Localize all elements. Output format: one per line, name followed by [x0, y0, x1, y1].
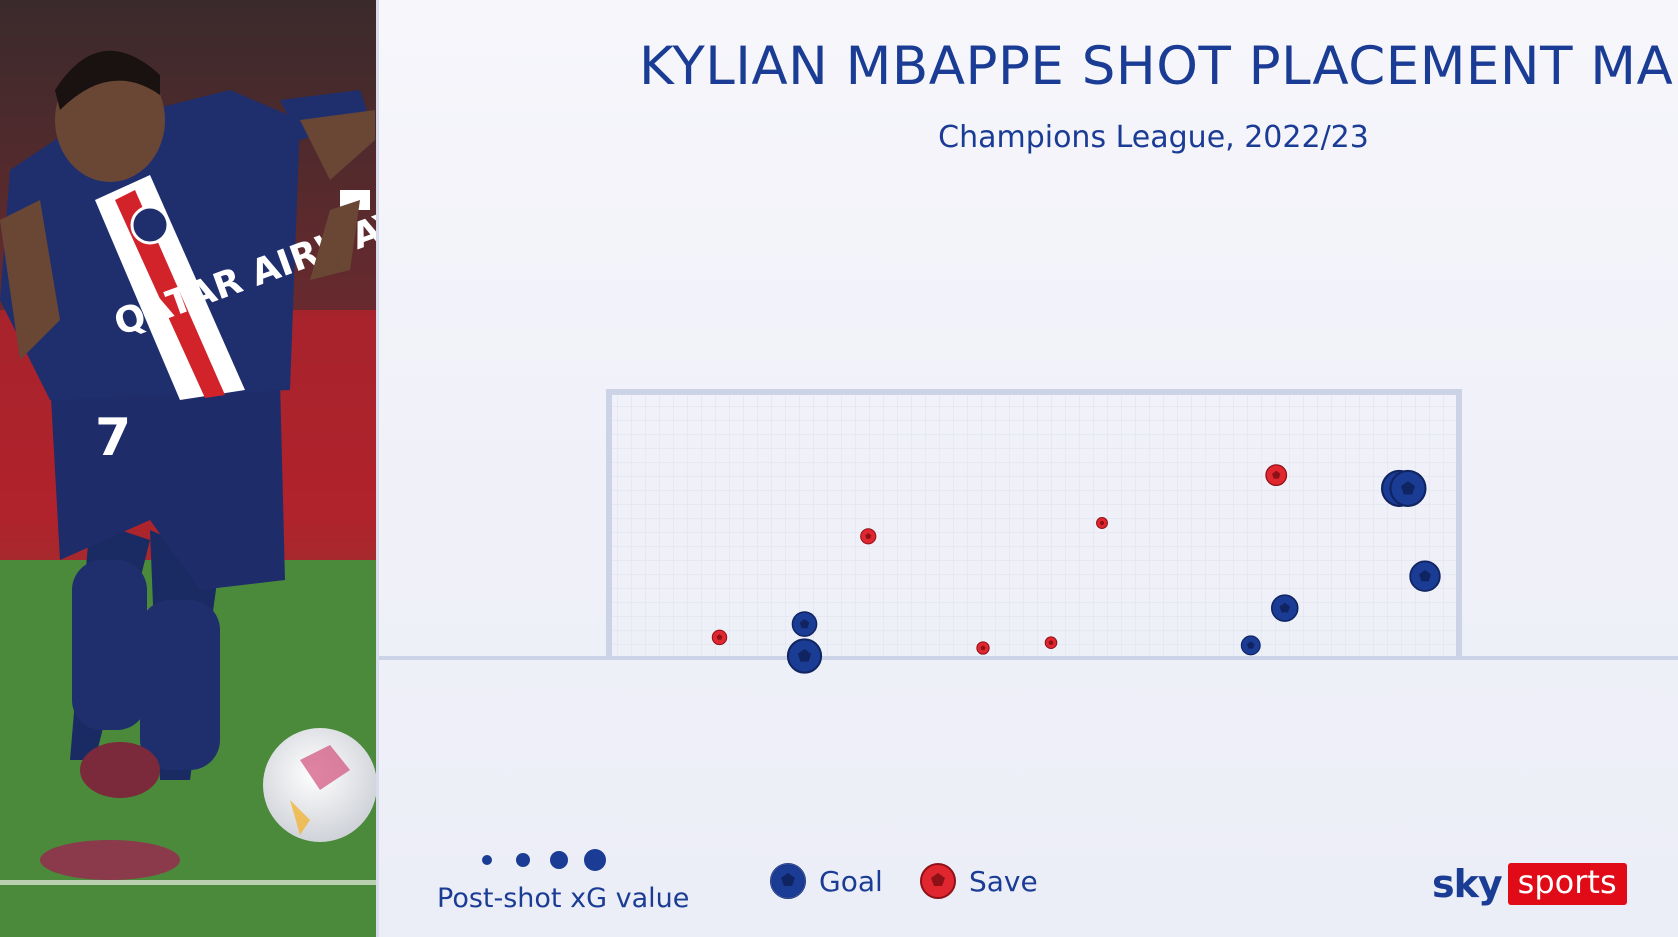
chart-title: KYLIAN MBAPPE SHOT PLACEMENT MAP	[639, 36, 1678, 97]
save-shot-point	[1265, 464, 1288, 487]
chart-subtitle: Champions League, 2022/23	[938, 120, 1369, 155]
legend-save: Save	[919, 862, 1038, 900]
goal-posts	[606, 389, 1462, 658]
goal-shot-point	[786, 638, 823, 674]
legend-goal-label: Goal	[819, 864, 883, 898]
brand-sky: sky	[1432, 862, 1503, 906]
panel-divider	[376, 0, 379, 937]
legend-size-dot	[482, 855, 492, 865]
legend-size-label: Post-shot xG value	[437, 883, 690, 914]
chart-area: KYLIAN MBAPPE SHOT PLACEMENT MAP Champio…	[379, 0, 1678, 937]
save-shot-point	[976, 641, 990, 655]
legend-size-dot	[516, 853, 530, 867]
goal-shot-point	[1240, 635, 1261, 656]
save-shot-point	[1096, 517, 1108, 529]
sky-sports-logo: sky sports	[1432, 862, 1627, 906]
save-shot-point	[860, 528, 877, 545]
legend-goal: Goal	[769, 862, 883, 900]
legend-save-label: Save	[969, 864, 1038, 898]
goal-net	[609, 392, 1459, 658]
save-ball-icon	[920, 863, 956, 899]
goal-plot	[379, 389, 1678, 674]
player-photo: 7 QATAR AIRWAYS	[0, 0, 376, 937]
legend-size-dot	[550, 851, 568, 869]
shot-points	[711, 464, 1441, 674]
save-shot-point	[711, 629, 728, 646]
goal-shot-point	[1270, 594, 1299, 622]
goal-shot-point	[1409, 560, 1441, 592]
goal-frame	[379, 389, 1678, 660]
legend-size-dots	[482, 849, 606, 871]
save-shot-point	[1044, 636, 1058, 650]
goal-shot-point	[1389, 469, 1427, 507]
shirt-number: 7	[95, 408, 131, 468]
goal-shot-point	[791, 611, 818, 637]
brand-sports: sports	[1507, 863, 1627, 905]
legend-size-dot	[584, 849, 606, 871]
goal-ball-icon	[770, 863, 806, 899]
